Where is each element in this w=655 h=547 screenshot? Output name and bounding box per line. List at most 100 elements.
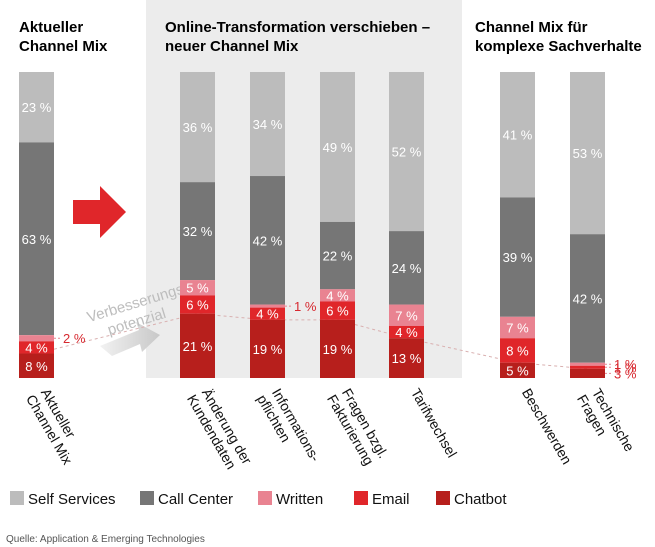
legend-swatch-2 (258, 491, 272, 505)
bar-3-segment-0 (320, 72, 355, 222)
bar-2-label-3: 4 % (256, 307, 279, 322)
bar-1-label-3: 6 % (186, 298, 209, 313)
bar-2-segment-4 (250, 319, 285, 378)
svg-text:Änderung derKundendaten: Änderung derKundendaten (184, 384, 255, 475)
bar-0-label-2: 2 % (63, 331, 86, 346)
bar-4-segment-3 (389, 325, 424, 339)
svg-text:AktuellerChannel Mix: AktuellerChannel Mix (23, 384, 90, 467)
category-label-6: TechnischeFragen (574, 384, 638, 463)
bar-2-label-4: 19 % (253, 342, 283, 357)
bar-4-segment-0 (389, 72, 424, 232)
bar-1-label-0: 36 % (183, 120, 213, 135)
bar-4-segment-1 (389, 231, 424, 305)
bar-4-segment-4 (389, 338, 424, 378)
bar-2-label-1: 42 % (253, 233, 283, 248)
bar-3-label-1: 22 % (323, 249, 353, 264)
bar-1-segment-3 (180, 295, 215, 314)
bar-5-segment-3 (500, 338, 535, 363)
bar-6-label-4: 3 % (614, 366, 637, 381)
bar-5-segment-0 (500, 72, 535, 198)
bar-6-segment-0 (570, 72, 605, 235)
bar-2-label-2: 1 % (294, 299, 317, 314)
category-label-5: Beschwerden (519, 386, 575, 467)
bar-6-segment-1 (570, 234, 605, 363)
bar-5-label-2: 7 % (506, 321, 529, 336)
bar-0-segment-4 (19, 353, 54, 378)
bar-0-label-1: 63 % (22, 232, 52, 247)
svg-text:Informations-pflichten: Informations-pflichten (254, 384, 324, 473)
legend-swatch-4 (436, 491, 450, 505)
bar-3-segment-4 (320, 319, 355, 378)
bar-0-label-3: 4 % (25, 340, 48, 355)
bar-3-label-3: 6 % (326, 304, 349, 319)
legend-label-3: Email (372, 491, 410, 508)
section-title-1: Online-Transformation verschieben – neuer… (165, 19, 430, 55)
legend-label-1: Call Center (158, 491, 233, 508)
bar-6-segment-4 (570, 368, 605, 378)
bar-3-segment-3 (320, 301, 355, 320)
gray-arrow-icon (100, 322, 160, 356)
bar-2-label-0: 34 % (253, 117, 283, 132)
section-title-0: Aktueller Channel Mix (19, 19, 108, 55)
bar-6-label-2: 1 % (614, 357, 637, 372)
legend-swatch-1 (140, 491, 154, 505)
svg-text:Fragen bzgl.Fakturierung: Fragen bzgl.Fakturierung (324, 384, 392, 469)
bar-1-segment-2 (180, 280, 215, 296)
legend-swatch-3 (354, 491, 368, 505)
bar-5-segment-1 (500, 197, 535, 317)
category-label-3: Fragen bzgl.Fakturierung (324, 384, 392, 469)
bar-6-segment-3 (570, 365, 605, 369)
svg-text:Tarifwechsel: Tarifwechsel (408, 386, 460, 461)
legend-label-4: Chatbot (454, 491, 507, 508)
bar-5-segment-2 (500, 316, 535, 339)
bar-4-label-1: 24 % (392, 261, 422, 276)
legend-swatch-0 (10, 491, 24, 505)
bar-0-segment-0 (19, 72, 54, 143)
category-label-1: Änderung derKundendaten (184, 384, 255, 475)
legend-label-0: Self Services (28, 491, 116, 508)
bar-1-label-1: 32 % (183, 224, 213, 239)
bar-6-label-3: 1 % (614, 360, 637, 375)
bar-0-segment-1 (19, 142, 54, 336)
svg-text:Beschwerden: Beschwerden (519, 386, 575, 467)
category-label-0: AktuellerChannel Mix (23, 384, 90, 468)
bar-4-label-3: 4 % (395, 325, 418, 340)
category-label-4: Tarifwechsel (408, 386, 460, 461)
legend-label-2: Written (276, 491, 323, 508)
red-arrow-icon (73, 186, 126, 238)
bar-5-segment-4 (500, 362, 535, 378)
bar-0-label-4: 8 % (25, 359, 48, 374)
category-label-2: Informations-pflichten (254, 384, 324, 473)
bar-0-label-0: 23 % (22, 100, 52, 115)
bar-2-segment-1 (250, 176, 285, 305)
bar-5-label-0: 41 % (503, 128, 533, 143)
bar-1-label-4: 21 % (183, 339, 213, 354)
bar-4-label-2: 7 % (395, 308, 418, 323)
bar-6-label-0: 53 % (573, 146, 603, 161)
bar-5-label-1: 39 % (503, 250, 533, 265)
bar-5-label-4: 5 % (506, 363, 529, 378)
bar-4-label-0: 52 % (392, 145, 422, 160)
bar-1-segment-0 (180, 72, 215, 183)
bar-5-label-3: 8 % (506, 343, 529, 358)
bar-3-label-0: 49 % (323, 140, 353, 155)
bar-1-segment-1 (180, 182, 215, 281)
bar-3-label-4: 19 % (323, 342, 353, 357)
svg-text:TechnischeFragen: TechnischeFragen (574, 384, 638, 463)
bar-6-label-1: 42 % (573, 291, 603, 306)
bar-1-label-2: 5 % (186, 281, 209, 296)
bar-4-label-4: 13 % (392, 351, 422, 366)
bar-0-segment-3 (19, 341, 54, 354)
section-title-2: Channel Mix für komplexe Sachverhalte (475, 19, 642, 55)
bar-6-segment-2 (570, 362, 605, 366)
bar-3-segment-1 (320, 221, 355, 290)
bar-2-segment-0 (250, 72, 285, 177)
bar-0-segment-2 (19, 335, 54, 342)
source-note: Quelle: Application & Emerging Technolog… (6, 534, 205, 545)
bar-3-label-2: 4 % (326, 288, 349, 303)
bar-3-segment-2 (320, 289, 355, 302)
bar-4-segment-2 (389, 304, 424, 326)
bar-1-segment-4 (180, 313, 215, 378)
bar-2-segment-3 (250, 307, 285, 320)
